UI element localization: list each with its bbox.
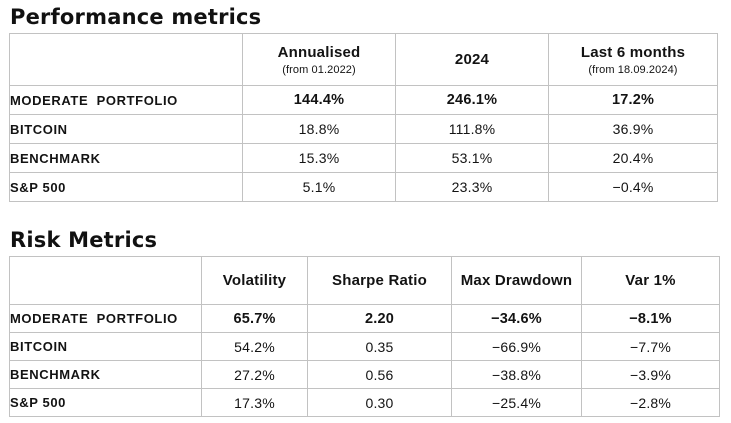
- cell-value: 27.2%: [201, 360, 308, 390]
- table-row-bitcoin: BITCOIN 54.2% 0.35 −66.9% −7.7%: [9, 332, 720, 362]
- cell-value: −34.6%: [451, 304, 582, 334]
- cell-value: 17.3%: [201, 388, 308, 418]
- cell-value: 54.2%: [201, 332, 308, 362]
- row-label: MODERATE PORTFOLIO: [9, 304, 202, 334]
- col-header-label: Volatility: [222, 272, 287, 290]
- col-header-max-drawdown: Max Drawdown: [451, 256, 582, 306]
- cell-value: 144.4%: [242, 85, 396, 116]
- col-header-label: 2024: [454, 51, 490, 69]
- cell-value: −0.4%: [548, 172, 718, 203]
- cell-value: 20.4%: [548, 143, 718, 174]
- table-row-benchmark: BENCHMARK 15.3% 53.1% 20.4%: [9, 143, 718, 174]
- cell-value: 23.3%: [395, 172, 549, 203]
- row-label: S&P 500: [9, 388, 202, 418]
- cell-value: 15.3%: [242, 143, 396, 174]
- risk-header-row: Volatility Sharpe Ratio Max Drawdown Var…: [9, 256, 720, 306]
- table-row-benchmark: BENCHMARK 27.2% 0.56 −38.8% −3.9%: [9, 360, 720, 390]
- cell-value: −25.4%: [451, 388, 582, 418]
- col-header-label: Annualised: [277, 43, 361, 61]
- col-header-subnote: (from 18.09.2024): [588, 63, 678, 76]
- performance-metrics-title: Performance metrics: [10, 5, 262, 29]
- cell-value: 18.8%: [242, 114, 396, 145]
- cell-value: −38.8%: [451, 360, 582, 390]
- corner-cell: [9, 33, 243, 87]
- cell-value: 65.7%: [201, 304, 308, 334]
- risk-metrics-title: Risk Metrics: [10, 228, 158, 253]
- row-label: BENCHMARK: [9, 360, 202, 390]
- col-header-last-6-months: Last 6 months (from 18.09.2024): [548, 33, 718, 87]
- row-label: BENCHMARK: [9, 143, 243, 174]
- col-header-subnote: (from 01.2022): [282, 63, 356, 76]
- col-header-label: Var 1%: [625, 272, 676, 290]
- col-header-volatility: Volatility: [201, 256, 308, 306]
- performance-header-row: Annualised (from 01.2022) 2024 Last 6 mo…: [9, 33, 718, 87]
- col-header-label: Sharpe Ratio: [332, 272, 427, 290]
- table-row-sp500: S&P 500 17.3% 0.30 −25.4% −2.8%: [9, 388, 720, 418]
- cell-value: −66.9%: [451, 332, 582, 362]
- row-label: S&P 500: [9, 172, 243, 203]
- table-row-moderate-portfolio: MODERATE PORTFOLIO 65.7% 2.20 −34.6% −8.…: [9, 304, 720, 334]
- cell-value: 53.1%: [395, 143, 549, 174]
- col-header-2024: 2024: [395, 33, 549, 87]
- cell-value: 111.8%: [395, 114, 549, 145]
- cell-value: 0.35: [307, 332, 452, 362]
- cell-value: 17.2%: [548, 85, 718, 116]
- row-label: BITCOIN: [9, 114, 243, 145]
- cell-value: 0.56: [307, 360, 452, 390]
- table-row-bitcoin: BITCOIN 18.8% 111.8% 36.9%: [9, 114, 718, 145]
- row-label: MODERATE PORTFOLIO: [9, 85, 243, 116]
- table-row-moderate-portfolio: MODERATE PORTFOLIO 144.4% 246.1% 17.2%: [9, 85, 718, 116]
- col-header-sharpe-ratio: Sharpe Ratio: [307, 256, 452, 306]
- corner-cell: [9, 256, 202, 306]
- col-header-var-1pct: Var 1%: [581, 256, 720, 306]
- col-header-annualised: Annualised (from 01.2022): [242, 33, 396, 87]
- cell-value: −8.1%: [581, 304, 720, 334]
- risk-metrics-table: Volatility Sharpe Ratio Max Drawdown Var…: [9, 256, 720, 418]
- table-row-sp500: S&P 500 5.1% 23.3% −0.4%: [9, 172, 718, 203]
- cell-value: 2.20: [307, 304, 452, 334]
- performance-metrics-table: Annualised (from 01.2022) 2024 Last 6 mo…: [9, 33, 718, 203]
- col-header-label: Last 6 months: [580, 43, 686, 61]
- cell-value: 36.9%: [548, 114, 718, 145]
- cell-value: 0.30: [307, 388, 452, 418]
- cell-value: 5.1%: [242, 172, 396, 203]
- col-header-label: Max Drawdown: [460, 272, 573, 290]
- row-label: BITCOIN: [9, 332, 202, 362]
- cell-value: −3.9%: [581, 360, 720, 390]
- cell-value: 246.1%: [395, 85, 549, 116]
- cell-value: −2.8%: [581, 388, 720, 418]
- cell-value: −7.7%: [581, 332, 720, 362]
